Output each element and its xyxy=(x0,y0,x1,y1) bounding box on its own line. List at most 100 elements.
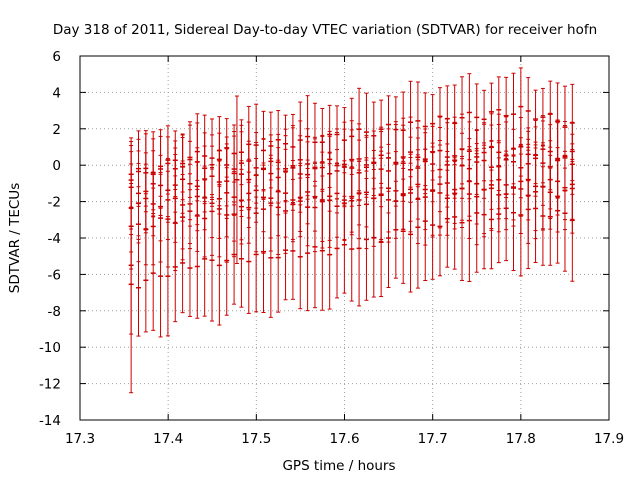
error-bar-satellite-6 xyxy=(290,113,296,180)
y-tick-label: 6 xyxy=(52,49,61,65)
error-bar-satellite-5 xyxy=(187,219,193,317)
error-bar-satellite-6 xyxy=(246,105,252,183)
error-bar-satellite-6 xyxy=(319,107,325,177)
error-bar-satellite-5 xyxy=(371,177,377,298)
error-bar-satellite-6 xyxy=(187,124,193,191)
error-bar-satellite-5 xyxy=(562,154,568,272)
error-bar-satellite-5 xyxy=(158,214,164,338)
error-bar-satellite-5 xyxy=(216,205,222,326)
error-bar-satellite-6 xyxy=(452,84,458,163)
error-bar-satellite-5 xyxy=(510,154,516,272)
error-bar-satellite-6 xyxy=(253,103,259,187)
error-bar-satellite-5 xyxy=(341,195,347,294)
error-bar-satellite-5 xyxy=(555,157,561,264)
error-bar-satellite-6 xyxy=(356,87,362,171)
error-bar-satellite-5 xyxy=(356,190,362,307)
error-bar-satellite-6 xyxy=(180,134,186,193)
error-bar-satellite-6 xyxy=(202,114,208,198)
error-bar-satellite-5 xyxy=(305,195,311,312)
y-tick-label: -14 xyxy=(39,413,61,429)
error-bar-satellite-5 xyxy=(415,165,421,289)
y-tick-label: -8 xyxy=(48,304,61,320)
error-bar-satellite-5 xyxy=(488,169,494,270)
error-bar-satellite-5 xyxy=(150,215,156,331)
error-bar-satellite-6 xyxy=(569,83,575,163)
error-bar-satellite-5 xyxy=(275,202,281,313)
error-bar-satellite-6 xyxy=(349,97,355,175)
x-tick-label: 17.4 xyxy=(153,431,183,447)
error-bar-satellite-6 xyxy=(510,72,516,156)
error-bar-satellite-6 xyxy=(150,131,156,215)
error-bar-satellite-6 xyxy=(518,67,524,146)
error-bar-outlier xyxy=(234,95,240,264)
error-bar-satellite-6 xyxy=(385,95,391,154)
error-bar-satellite-6 xyxy=(158,129,164,209)
error-bar-series xyxy=(128,67,575,394)
error-bar-satellite-6 xyxy=(209,118,215,198)
error-bar-satellite-6 xyxy=(231,124,237,183)
error-bar-satellite-6 xyxy=(194,113,200,190)
y-tick-label: -12 xyxy=(39,377,61,393)
error-bar-satellite-6 xyxy=(503,76,509,155)
error-bar-satellite-6 xyxy=(393,96,399,163)
error-bar-satellite-5 xyxy=(143,228,149,333)
y-tick-label: -4 xyxy=(48,231,61,247)
error-bar-satellite-5 xyxy=(444,169,450,268)
error-bar-satellite-5 xyxy=(466,159,472,282)
error-bar-satellite-5 xyxy=(385,188,391,288)
x-tick-label: 17.9 xyxy=(594,431,624,447)
error-bar-satellite-5 xyxy=(231,204,237,305)
error-bar-satellite-5 xyxy=(525,149,531,270)
error-bar-satellite-5 xyxy=(135,238,141,337)
plot-frame xyxy=(79,55,610,421)
error-bar-satellite-6 xyxy=(363,92,369,172)
error-bar-satellite-5 xyxy=(246,209,252,314)
y-tick-label: -2 xyxy=(48,195,61,211)
error-bar-satellite-6 xyxy=(422,92,428,161)
error-bar-satellite-5 xyxy=(202,201,208,317)
error-bar-satellite-6 xyxy=(496,76,502,144)
error-bar-satellite-5 xyxy=(400,178,406,284)
error-bar-satellite-6 xyxy=(562,85,568,169)
error-bar-satellite-5 xyxy=(194,214,200,319)
error-bar-satellite-6 xyxy=(275,110,281,170)
error-bar-satellite-6 xyxy=(547,80,553,148)
y-axis-label: SDTVAR / TECUs xyxy=(7,183,23,293)
error-bar-satellite-5 xyxy=(459,164,465,281)
error-bar-satellite-6 xyxy=(400,91,406,169)
error-bar-satellite-6 xyxy=(444,85,450,153)
x-tick-label: 17.3 xyxy=(65,431,95,447)
error-bar-satellite-6 xyxy=(216,116,222,186)
error-bar-satellite-5 xyxy=(209,198,215,322)
error-bar-satellite-5 xyxy=(319,190,325,311)
chart-title: Day 318 of 2011, Sidereal Day-to-day VTE… xyxy=(53,22,597,38)
error-bar-satellite-6 xyxy=(135,138,141,205)
error-bar-satellite-5 xyxy=(540,166,546,266)
error-bar-satellite-5 xyxy=(349,196,355,302)
error-bar-satellite-6 xyxy=(459,76,465,160)
error-bar-satellite-5 xyxy=(290,201,296,300)
x-axis-label: GPS time / hours xyxy=(282,458,395,474)
error-bar-satellite-6 xyxy=(555,82,561,161)
error-bar-satellite-5 xyxy=(481,160,487,270)
error-bar-satellite-6 xyxy=(488,82,494,142)
x-tick-label: 17.5 xyxy=(241,431,271,447)
error-bar-satellite-5 xyxy=(268,197,274,318)
error-bar-satellite-5 xyxy=(408,176,414,293)
error-bar-satellite-6 xyxy=(224,118,230,178)
error-bar-satellite-5 xyxy=(180,212,186,314)
error-bar-satellite-6 xyxy=(143,130,149,207)
error-bar-satellite-5 xyxy=(569,158,575,282)
error-bar-satellite-6 xyxy=(371,101,377,170)
error-bar-satellite-5 xyxy=(283,200,289,301)
error-bar-satellite-5 xyxy=(518,153,524,277)
x-tick-label: 17.6 xyxy=(329,431,359,447)
error-bar-satellite-5 xyxy=(297,204,303,310)
axis-ticks: 17.3 17.4 17.5 17.6 17.7 17.8 17.9 -14 -12 -10 -8 -… xyxy=(39,49,624,447)
error-bar-satellite-6 xyxy=(297,101,303,179)
error-bar-satellite-6 xyxy=(525,77,531,145)
error-bar-satellite-6 xyxy=(305,95,311,178)
y-tick-label: 2 xyxy=(52,122,61,138)
error-bar-satellite-5 xyxy=(260,190,266,313)
error-bar-satellite-5 xyxy=(224,205,230,316)
